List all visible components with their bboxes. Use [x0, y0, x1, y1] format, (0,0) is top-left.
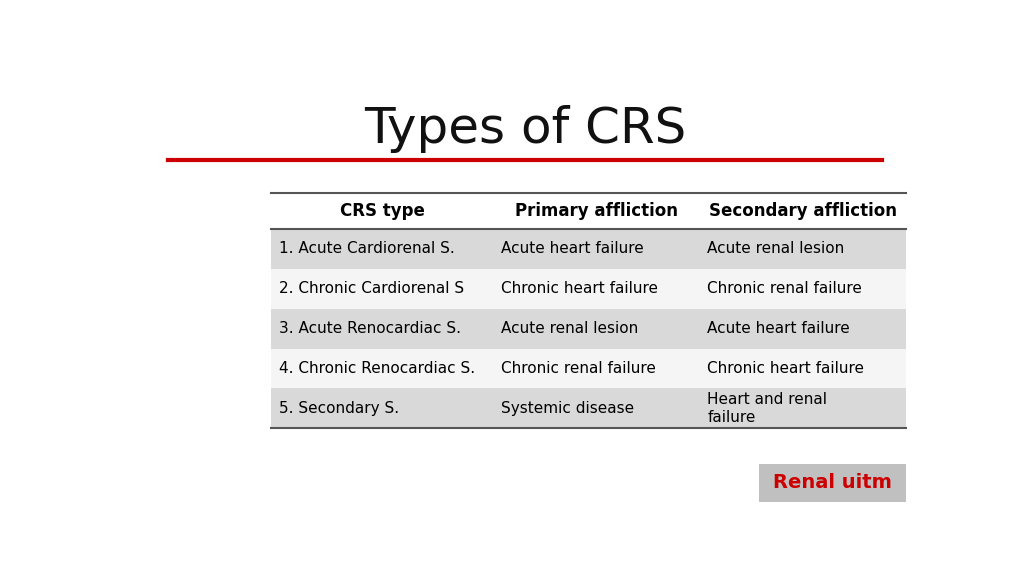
Text: CRS type: CRS type: [340, 202, 424, 220]
Text: 4. Chronic Renocardiac S.: 4. Chronic Renocardiac S.: [279, 361, 475, 376]
Text: Primary affliction: Primary affliction: [515, 202, 678, 220]
Text: Acute renal lesion: Acute renal lesion: [501, 321, 638, 336]
Text: Acute renal lesion: Acute renal lesion: [708, 241, 845, 256]
Text: Systemic disease: Systemic disease: [501, 401, 634, 416]
FancyBboxPatch shape: [759, 464, 905, 502]
FancyBboxPatch shape: [270, 309, 905, 348]
Text: Acute heart failure: Acute heart failure: [501, 241, 644, 256]
Text: Acute heart failure: Acute heart failure: [708, 321, 850, 336]
FancyBboxPatch shape: [270, 194, 905, 229]
FancyBboxPatch shape: [270, 388, 905, 429]
Text: Chronic renal failure: Chronic renal failure: [708, 281, 862, 296]
Text: Heart and renal
failure: Heart and renal failure: [708, 392, 827, 425]
Text: Chronic heart failure: Chronic heart failure: [708, 361, 864, 376]
Text: 5. Secondary S.: 5. Secondary S.: [279, 401, 399, 416]
FancyBboxPatch shape: [270, 348, 905, 388]
Text: 2. Chronic Cardiorenal S: 2. Chronic Cardiorenal S: [279, 281, 464, 296]
Text: Secondary affliction: Secondary affliction: [709, 202, 897, 220]
FancyBboxPatch shape: [270, 268, 905, 309]
Text: Chronic heart failure: Chronic heart failure: [501, 281, 658, 296]
Text: 1. Acute Cardiorenal S.: 1. Acute Cardiorenal S.: [279, 241, 455, 256]
Text: Chronic renal failure: Chronic renal failure: [501, 361, 655, 376]
Text: 3. Acute Renocardiac S.: 3. Acute Renocardiac S.: [279, 321, 461, 336]
FancyBboxPatch shape: [270, 229, 905, 268]
Text: Renal uitm: Renal uitm: [773, 473, 892, 492]
Text: Types of CRS: Types of CRS: [364, 105, 686, 153]
